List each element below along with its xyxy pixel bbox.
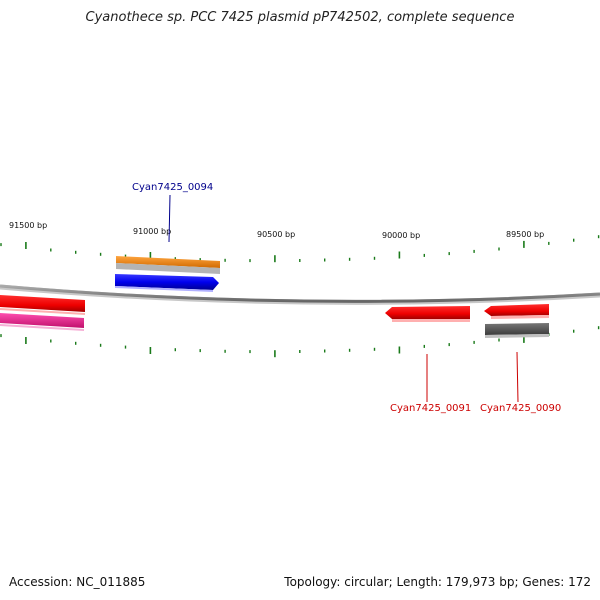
gene-label-0091[interactable]: Cyan7425_0091 <box>390 403 471 414</box>
feature-orange <box>116 256 220 268</box>
accession-text: Accession: NC_011885 <box>9 575 146 589</box>
gene-arrow-cyan7425-0091-shadow <box>392 319 470 322</box>
ruler-label-91000: 91000 bp <box>133 227 171 236</box>
ruler-ticks-bottom <box>0 326 600 358</box>
feature-red-left <box>0 295 85 312</box>
feature-dark-grey <box>485 323 549 335</box>
gene-arrow-cyan7425-0090[interactable] <box>484 304 549 316</box>
gene-arrow-cyan7425-0094[interactable] <box>115 274 219 290</box>
feature-red-left-shadow <box>0 308 85 315</box>
feature-magenta-left-shadow <box>0 324 84 331</box>
plasmid-backbone <box>0 284 600 303</box>
map-title: Cyanothece sp. PCC 7425 plasmid pP742502… <box>85 10 515 25</box>
ruler-label-90000: 90000 bp <box>382 231 420 240</box>
gene-label-0094[interactable]: Cyan7425_0094 <box>132 182 213 193</box>
feature-grey <box>116 263 220 274</box>
gene-arrow-cyan7425-0094-shadow <box>115 286 213 292</box>
gene-arrow-cyan7425-0090-shadow <box>491 315 549 319</box>
ruler-label-91500: 91500 bp <box>9 221 47 230</box>
ruler-ticks-top <box>0 235 600 263</box>
summary-text: Topology: circular; Length: 179,973 bp; … <box>284 575 591 589</box>
label-line-0094 <box>168 194 171 243</box>
ruler-label-90500: 90500 bp <box>257 230 295 239</box>
feature-dark-grey-shadow <box>485 334 549 338</box>
ruler-label-89500: 89500 bp <box>506 230 544 239</box>
gene-arrow-cyan7425-0091[interactable] <box>385 306 470 319</box>
feature-magenta-left <box>0 313 84 328</box>
gene-label-0090[interactable]: Cyan7425_0090 <box>480 403 561 414</box>
label-line-0090 <box>516 351 519 403</box>
